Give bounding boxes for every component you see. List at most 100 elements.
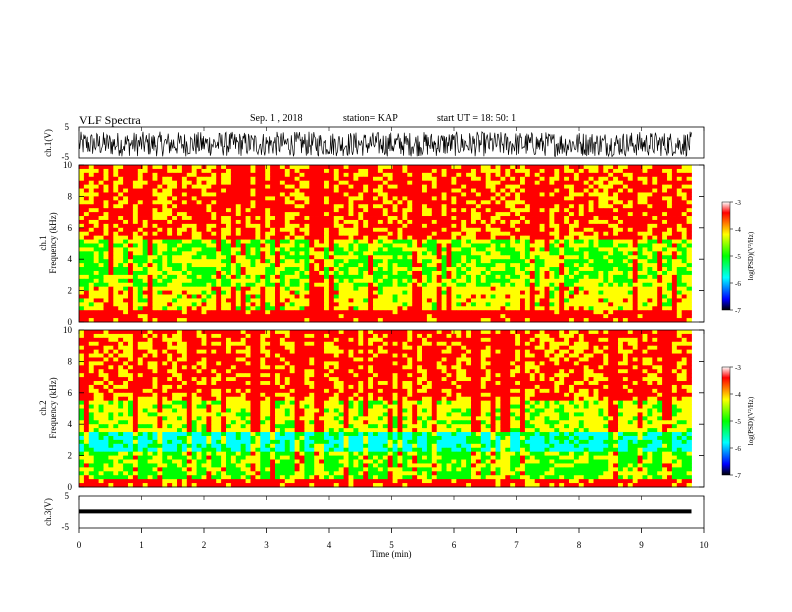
spectrogram-cell	[441, 282, 447, 288]
spectrogram-cell	[167, 165, 173, 170]
spectrogram-cell	[676, 259, 683, 264]
spectrogram-cell	[618, 188, 624, 193]
spectrogram-cell	[230, 302, 237, 307]
spectrogram-cell	[221, 212, 227, 217]
spectrogram-cell	[593, 298, 599, 303]
spectrogram-cell	[520, 314, 526, 319]
spectrogram-cell	[485, 235, 491, 240]
spectrogram-cell	[167, 298, 173, 303]
spectrogram-cell	[338, 263, 344, 268]
spectrogram-cell	[373, 192, 379, 197]
spectrogram-cell	[299, 294, 305, 299]
spectrogram-cell	[539, 184, 545, 189]
spectrogram-cell	[647, 216, 653, 221]
spectrogram-cell	[250, 204, 256, 209]
spectrogram-cell	[402, 290, 408, 295]
spectrogram-cell	[613, 219, 619, 225]
spectrogram-cell	[392, 219, 398, 225]
spectrogram-cell	[83, 223, 90, 229]
spectrogram-cell	[417, 267, 423, 272]
spectrogram-cell	[456, 168, 462, 174]
spectrogram-cell	[500, 298, 506, 303]
ch1-ytick-top: 5	[65, 122, 70, 132]
spectrogram-cell	[191, 306, 197, 311]
spectrogram-cell	[632, 255, 638, 260]
spectrogram-cell	[583, 223, 589, 229]
spectrogram-cell	[681, 290, 687, 295]
spectrogram-cell	[426, 314, 433, 319]
spectrogram-cell	[123, 286, 129, 292]
spectrogram-cell	[284, 243, 291, 248]
spectrogram-cell	[196, 165, 202, 170]
spectrogram-cell	[539, 298, 545, 303]
spectrogram-cell	[426, 306, 433, 311]
spectrogram-cell	[461, 306, 467, 311]
spectrogram-cell	[608, 223, 614, 229]
spectrogram-cell	[392, 314, 398, 319]
spectrogram-cell	[382, 204, 389, 209]
spectrogram-cell	[279, 286, 286, 292]
spectrogram-cell	[471, 251, 477, 256]
spectrogram-cell	[436, 184, 442, 189]
spectrogram-cell	[392, 180, 398, 186]
spectrogram-cell	[426, 168, 433, 174]
spectrogram-cell	[549, 286, 555, 292]
spectrogram-cell	[118, 306, 124, 311]
spectrogram-cell	[520, 278, 526, 284]
spectrogram-cell	[103, 267, 109, 272]
spectrogram-cell	[471, 235, 477, 240]
spectrogram-cell	[211, 184, 217, 189]
spectrogram-cell	[358, 314, 364, 319]
spectrogram-cell	[152, 219, 158, 225]
spectrogram-cell	[466, 267, 472, 272]
spectrogram-cell	[667, 219, 673, 225]
spectrogram-cell	[314, 255, 320, 260]
spectrogram-cell	[622, 176, 629, 182]
spectrogram-cell	[338, 204, 344, 209]
spectrogram-cell	[564, 282, 570, 288]
spectrogram-cell	[578, 310, 585, 315]
spectrogram-cell	[618, 196, 624, 201]
spectrogram-cell	[289, 219, 295, 225]
spectrogram-cell	[299, 188, 305, 193]
spectrogram-cell	[657, 267, 663, 272]
spectrogram-cell	[333, 227, 340, 233]
spectrogram-cell	[211, 302, 217, 307]
spectrogram-cell	[515, 247, 521, 252]
spectrogram-cell	[632, 251, 638, 256]
spectrogram-cell	[392, 223, 398, 229]
spectrogram-cell	[309, 278, 315, 284]
spectrogram-cell	[490, 219, 496, 225]
spectrogram-cell	[338, 247, 344, 252]
spectrogram-cell	[426, 180, 433, 186]
spectrogram-cell	[554, 231, 560, 237]
spectrogram-cell	[255, 239, 261, 244]
spectrogram-cell	[162, 165, 168, 170]
spectrogram-cell	[88, 306, 95, 311]
spectrogram-cell	[88, 200, 95, 205]
spectrogram-cell	[103, 165, 109, 170]
spectrogram-cell	[152, 274, 158, 280]
spectrogram-cell	[387, 239, 393, 244]
spectrogram-cell	[667, 216, 673, 221]
spectrogram-cell	[314, 310, 320, 315]
spectrogram-cell	[211, 259, 217, 264]
spectrogram-cell	[289, 259, 295, 264]
spectrogram-cell	[598, 184, 604, 189]
spectrogram-cell	[461, 208, 467, 213]
spectrogram-cell	[529, 290, 536, 295]
spectrogram-cell	[622, 267, 629, 272]
spectrogram-cell	[627, 298, 634, 303]
spectrogram-cell	[309, 298, 315, 303]
spectrogram-cell	[613, 251, 619, 256]
spectrogram-cell	[186, 180, 193, 186]
spectrogram-cell	[211, 282, 217, 288]
spectrogram-cell	[637, 200, 643, 205]
spectrogram-cell	[676, 184, 683, 189]
spectrogram-cell	[83, 208, 90, 213]
spectrogram-cell	[338, 172, 344, 178]
spectrogram-cell	[289, 188, 295, 193]
spectrogram-cell	[152, 165, 158, 170]
spectrogram-cell	[613, 263, 619, 268]
spectrogram-cell	[387, 314, 393, 319]
